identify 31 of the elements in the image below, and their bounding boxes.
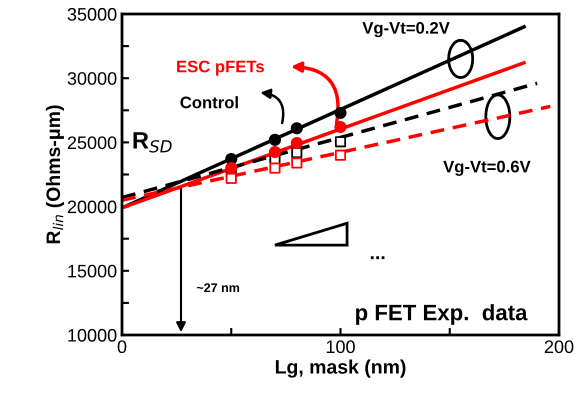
point xyxy=(269,162,281,174)
annotation: p FET Exp. data xyxy=(356,304,528,325)
annotation: R$_{SD}$ xyxy=(134,132,172,153)
point xyxy=(226,172,237,184)
y-tick-label: 10000 xyxy=(68,328,116,342)
x-axis-title: Lg, mask (nm) xyxy=(276,359,406,378)
point xyxy=(334,120,347,134)
point xyxy=(291,157,302,169)
y-tick-label: 30000 xyxy=(68,72,116,85)
y-tick-label: 35000 xyxy=(68,8,116,21)
y-tick-label: 25000 xyxy=(68,136,116,150)
y-tick-label: 15000 xyxy=(68,264,116,278)
point xyxy=(290,122,303,134)
x-tick-label: 100 xyxy=(326,340,355,354)
y-axis-title: R$_{lin}$ (Ohms-μm) xyxy=(46,105,64,244)
y-tick-label: 20000 xyxy=(68,200,116,214)
point xyxy=(225,162,238,174)
annotation: Vg-Vt=0.6V xyxy=(443,160,531,176)
annotation: ESC pFETs xyxy=(177,60,264,76)
point xyxy=(334,106,347,119)
annotation: ~27 nm xyxy=(196,283,240,292)
x-tick-label: 0 xyxy=(118,340,126,354)
annotation: Vg-Vt=0.2V xyxy=(362,22,450,38)
point xyxy=(268,134,282,146)
point xyxy=(334,150,346,161)
annotation: Control xyxy=(180,96,238,108)
point xyxy=(334,136,346,148)
point xyxy=(290,136,303,150)
annotation: ... xyxy=(370,256,384,260)
x-tick-label: 200 xyxy=(544,340,574,354)
point xyxy=(268,146,282,158)
